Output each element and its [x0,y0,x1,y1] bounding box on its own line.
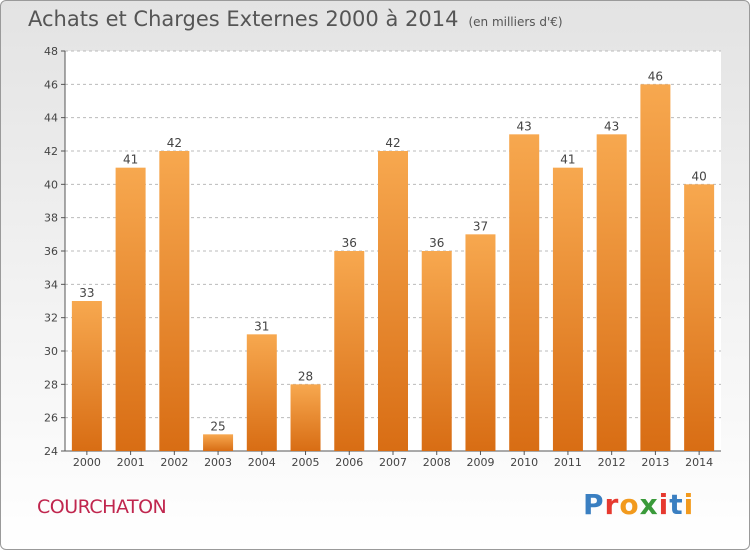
bar-value-label: 42 [385,136,400,150]
bar [334,251,365,451]
logo-letter: P [583,488,605,521]
bar [378,151,408,451]
x-tick-label: 2009 [466,456,494,469]
x-tick-label: 2001 [117,456,145,469]
bar-value-label: 28 [298,369,313,383]
bar [203,434,234,451]
x-tick-label: 2011 [554,456,582,469]
x-tick-label: 2010 [510,456,538,469]
x-tick-label: 2004 [248,456,276,469]
y-tick-label: 24 [44,445,58,458]
bar [290,384,321,451]
chart-unit: (en milliers d'€) [468,15,563,29]
bar-value-label: 36 [342,236,357,250]
title-row: Achats et Charges Externes 2000 à 2014 (e… [28,7,563,31]
y-tick-label: 26 [44,412,58,425]
bar-value-label: 31 [254,319,269,333]
x-tick-label: 2014 [685,456,713,469]
bar-value-label: 33 [79,286,94,300]
y-tick-label: 40 [44,178,58,191]
y-tick-label: 42 [44,145,58,158]
proxiti-logo: Proxiti [583,488,694,521]
x-tick-label: 2002 [160,456,188,469]
x-tick-label: 2000 [73,456,101,469]
bar-value-label: 41 [123,153,138,167]
bar [159,151,190,451]
logo-letter: x [639,488,659,521]
y-tick-label: 32 [44,312,58,325]
x-tick-label: 2003 [204,456,232,469]
x-tick-label: 2006 [335,456,363,469]
bar-value-label: 36 [429,236,444,250]
y-tick-label: 34 [44,278,58,291]
bar [115,167,146,451]
bar [552,167,583,451]
chart-title: Achats et Charges Externes 2000 à 2014 [28,7,459,31]
logo-letter: i [658,488,670,521]
bar-value-label: 43 [517,119,532,133]
x-tick-label: 2008 [423,456,451,469]
x-tick-label: 2013 [641,456,669,469]
bar [421,251,452,451]
y-tick-label: 44 [44,112,58,125]
bar [246,334,277,451]
y-tick-label: 28 [44,378,58,391]
logo-letter: i [683,488,695,521]
x-tick-label: 2005 [292,456,320,469]
commune-name: COURCHATON [37,496,167,518]
bar [71,301,102,451]
logo-letter: o [619,488,640,521]
y-tick-label: 46 [44,78,58,91]
bar-value-label: 37 [473,219,488,233]
logo-letter: t [669,488,684,521]
bar-value-label: 43 [604,119,619,133]
y-tick-label: 30 [44,345,58,358]
bar [684,184,715,452]
bar-value-label: 42 [167,136,182,150]
logo-letter: r [604,488,620,521]
bar-value-label: 25 [210,419,225,433]
y-tick-label: 36 [44,245,58,258]
bar [509,134,540,452]
x-tick-label: 2012 [598,456,626,469]
bar [465,234,496,451]
bar-value-label: 41 [560,153,575,167]
y-tick-label: 38 [44,212,58,225]
bar [596,134,627,452]
y-tick-label: 48 [44,45,58,58]
bar [640,84,671,451]
bar-value-label: 46 [648,69,663,83]
x-tick-label: 2007 [379,456,407,469]
bar-value-label: 40 [691,169,706,183]
